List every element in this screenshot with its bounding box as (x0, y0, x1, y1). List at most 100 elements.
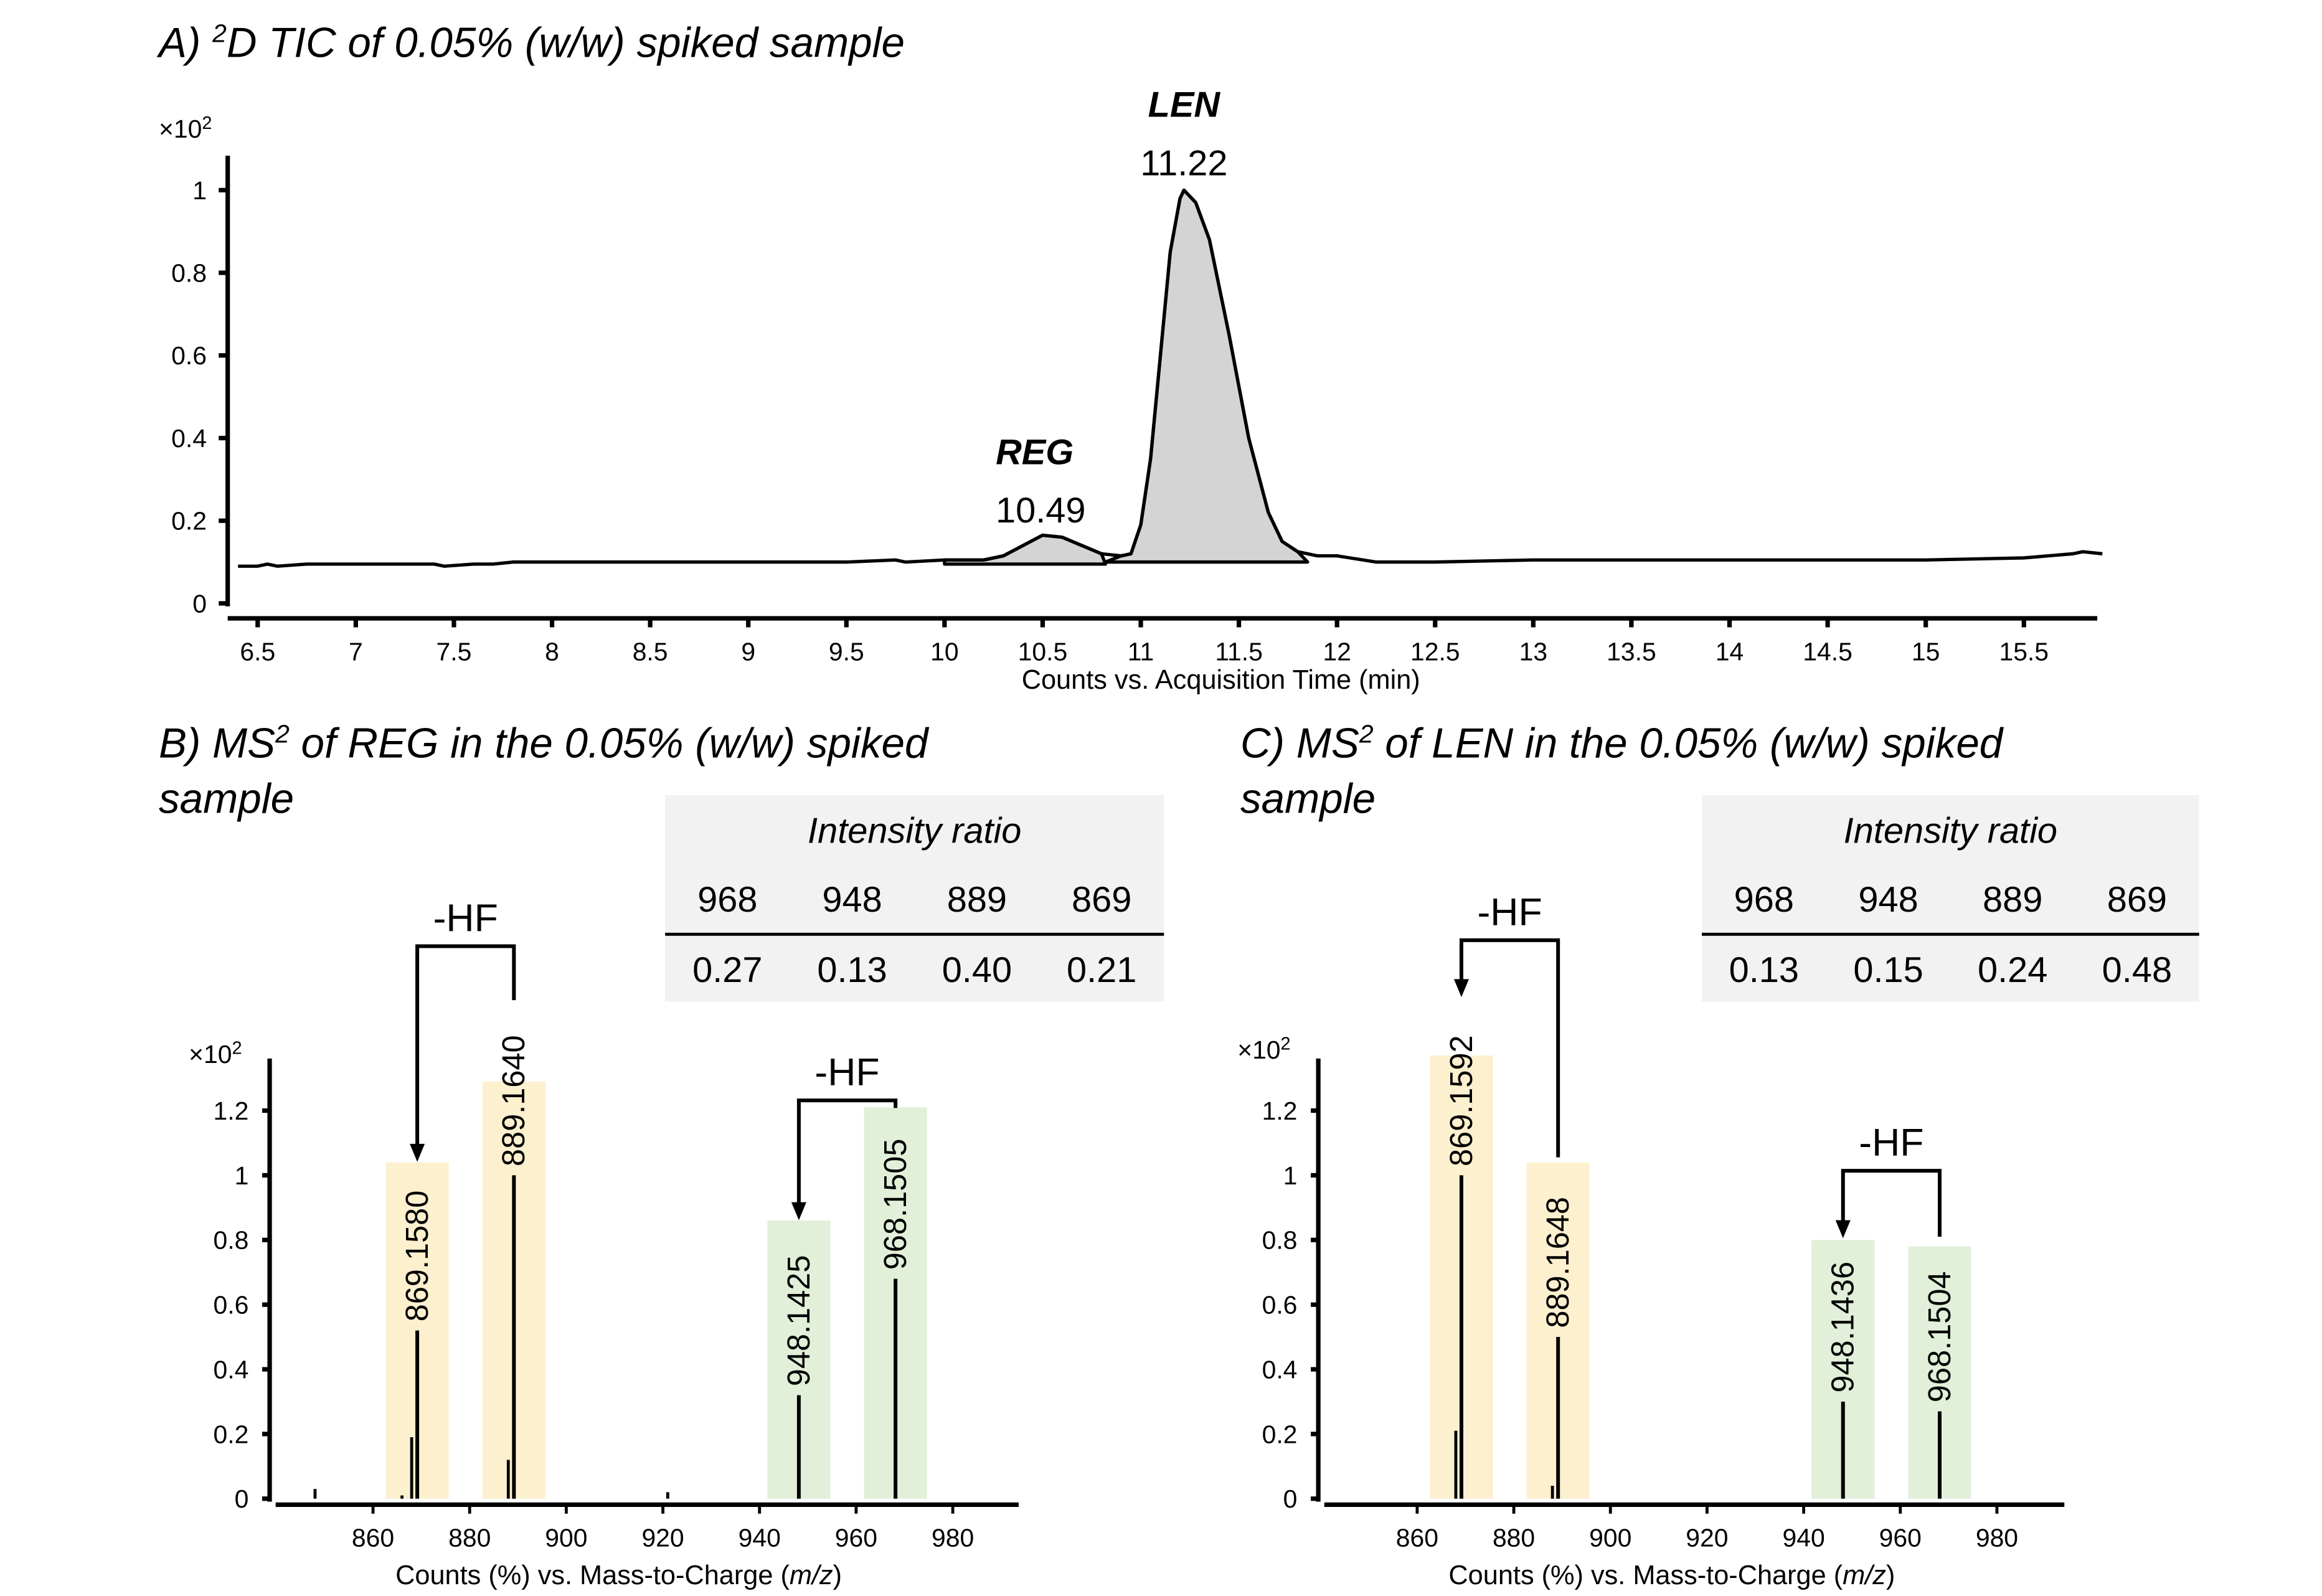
table-title: Intensity ratio (1844, 811, 2057, 851)
x-tick-label: 860 (352, 1524, 394, 1552)
panel-c-y-multiplier: ×102 (1237, 1034, 1290, 1064)
peak-mz-label: 869.1580 (399, 1191, 435, 1322)
arrowhead-icon (410, 1143, 425, 1162)
hf-label: -HF (1477, 890, 1542, 934)
y-tick-label: 0.6 (1262, 1291, 1298, 1320)
intensity-ratio-table (665, 795, 1164, 1002)
x-tick-label: 10.5 (1018, 637, 1068, 666)
y-tick-label: 0.2 (171, 507, 207, 536)
panel-a-y-multiplier: ×102 (159, 113, 212, 143)
hf-bracket (796, 1098, 898, 1206)
y-tick-label: 1.2 (1262, 1097, 1298, 1125)
x-tick-label: 920 (641, 1524, 684, 1552)
hf-bracket (1459, 938, 1560, 1158)
peak-mz-label: 968.1504 (1922, 1271, 1957, 1402)
arrowhead-icon (791, 1202, 806, 1221)
y-tick-label: 0 (1283, 1485, 1298, 1513)
x-tick-label: 11 (1128, 637, 1154, 666)
table-header-cell: 869 (1072, 880, 1131, 920)
peak-area-len (1103, 188, 1310, 564)
y-tick-label: 1 (235, 1161, 249, 1190)
x-tick-label: 12.5 (1410, 637, 1460, 666)
table-header-cell: 889 (1983, 880, 2042, 920)
table-value-cell: 0.27 (692, 950, 762, 990)
panel-a-tic-chromatogram: A) 2D TIC of 0.05% (w/w) spiked sample R… (156, 19, 2103, 695)
x-tick-label: 8 (545, 637, 559, 666)
arrowhead-icon (1835, 1220, 1851, 1239)
x-tick-label: 7.5 (437, 637, 472, 666)
peak-rt-label-len: 11.22 (1140, 143, 1227, 183)
table-header-cell: 968 (697, 880, 757, 920)
peak-name-reg: REG (996, 432, 1074, 472)
panel-b-ms2-reg: B) MS2 of REG in the 0.05% (w/w) spiked … (159, 720, 1164, 1590)
x-tick-label: 960 (1879, 1524, 1922, 1552)
peak-mz-label: 968.1505 (877, 1139, 913, 1270)
intensity-ratio-table (1701, 795, 2199, 1002)
table-header-cell: 869 (2107, 880, 2167, 920)
peak-mz-label: 948.1436 (1825, 1262, 1861, 1393)
x-tick-label: 15.5 (1999, 637, 2049, 666)
x-tick-label: 900 (545, 1524, 587, 1552)
x-tick-label: 940 (1782, 1524, 1824, 1552)
table-value-cell: 0.40 (942, 950, 1012, 990)
x-tick-label: 9.5 (829, 637, 864, 666)
panel-a-title: A) 2D TIC of 0.05% (w/w) spiked sample (156, 19, 905, 66)
x-tick-label: 8.5 (633, 637, 668, 666)
hf-label: -HF (814, 1051, 879, 1094)
y-tick-label: 0.8 (214, 1226, 249, 1255)
y-tick-label: 0.4 (214, 1355, 249, 1384)
y-tick-label: 0.6 (171, 341, 207, 370)
panel-b-title-line2: sample (159, 776, 294, 823)
table-value-cell: 0.13 (1729, 950, 1799, 990)
arrowhead-icon (1453, 979, 1469, 998)
x-tick-label: 7 (349, 637, 363, 666)
peak-mz-label: 869.1592 (1443, 1035, 1479, 1166)
table-value-cell: 0.15 (1853, 950, 1923, 990)
table-value-cell: 0.24 (1978, 950, 2047, 990)
x-tick-label: 900 (1589, 1524, 1631, 1552)
x-tick-label: 13 (1519, 637, 1547, 666)
y-tick-label: 0.6 (214, 1291, 249, 1320)
y-tick-label: 1 (1283, 1161, 1298, 1190)
y-tick-label: 0.4 (1262, 1355, 1298, 1384)
y-tick-label: 0.2 (214, 1420, 249, 1448)
hf-label: -HF (1859, 1121, 1923, 1164)
y-tick-label: 0 (192, 589, 207, 618)
y-tick-label: 0.8 (171, 259, 207, 288)
y-tick-label: 0 (235, 1485, 249, 1513)
hf-bracket (415, 944, 516, 1147)
x-tick-label: 980 (932, 1524, 974, 1552)
hf-bracket (1841, 1169, 1942, 1237)
table-value-cell: 0.21 (1067, 950, 1136, 990)
panel-c-x-axis-label: Counts (%) vs. Mass-to-Charge (m/z) (1448, 1561, 1895, 1590)
x-tick-label: 880 (1493, 1524, 1535, 1552)
x-tick-label: 6.5 (240, 637, 275, 666)
panel-c-ms2-len: C) MS2 of LEN in the 0.05% (w/w) spiked … (1237, 720, 2199, 1590)
peak-mz-label: 889.1648 (1540, 1197, 1575, 1328)
panel-b-title: B) MS2 of REG in the 0.05% (w/w) spiked (159, 720, 930, 767)
table-header-cell: 948 (822, 880, 882, 920)
x-tick-label: 860 (1396, 1524, 1438, 1552)
y-tick-label: 1.2 (214, 1097, 249, 1125)
x-tick-label: 11.5 (1215, 637, 1263, 666)
x-tick-label: 960 (835, 1524, 877, 1552)
x-tick-label: 13.5 (1607, 637, 1656, 666)
table-title: Intensity ratio (808, 811, 1021, 851)
x-tick-label: 12 (1323, 637, 1351, 666)
x-tick-label: 880 (448, 1524, 491, 1552)
x-tick-label: 980 (1976, 1524, 2018, 1552)
y-tick-label: 0.4 (171, 424, 207, 453)
table-header-cell: 948 (1858, 880, 1918, 920)
y-tick-label: 0.2 (1262, 1420, 1298, 1448)
table-header-cell: 968 (1734, 880, 1794, 920)
x-tick-label: 14 (1716, 637, 1744, 666)
peak-mz-label: 889.1640 (496, 1035, 531, 1166)
hf-label: -HF (433, 897, 498, 940)
x-tick-label: 14.5 (1803, 637, 1852, 666)
y-tick-label: 0.8 (1262, 1226, 1298, 1255)
panel-b-y-multiplier: ×102 (189, 1039, 242, 1069)
x-tick-label: 10 (930, 637, 958, 666)
panel-c-title: C) MS2 of LEN in the 0.05% (w/w) spiked (1240, 720, 2004, 767)
peak-name-len: LEN (1148, 85, 1221, 125)
